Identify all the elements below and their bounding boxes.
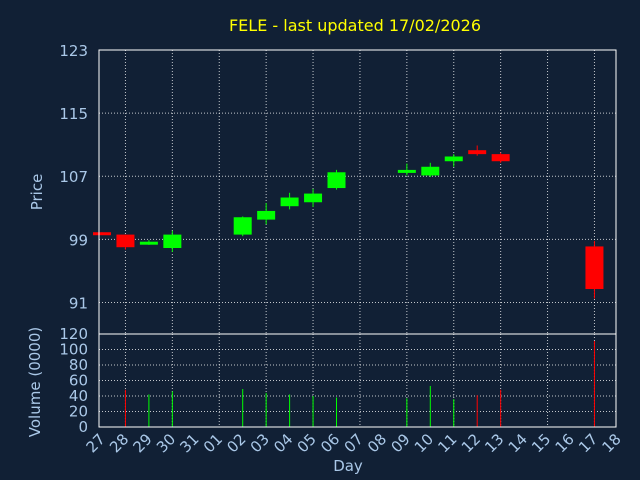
volume-y-tick-label: 80: [69, 356, 88, 374]
volume-bars: [124, 340, 595, 427]
candle-body: [444, 156, 463, 162]
volume-y-tick-label: 60: [69, 372, 88, 390]
price-y-tick-label: 107: [59, 168, 88, 186]
price-y-tick-label: 91: [69, 294, 88, 312]
candle-body: [397, 169, 416, 173]
price-y-tick-label: 115: [59, 105, 88, 123]
candle-body: [257, 210, 276, 220]
candle-body: [304, 193, 323, 203]
candle-body: [585, 246, 604, 290]
price-y-ticks: 123 115 107 99 91: [59, 42, 88, 312]
candle-body: [280, 197, 299, 207]
volume-y-axis-label: Volume (0000): [26, 327, 44, 437]
volume-y-tick-label: 40: [69, 387, 88, 405]
price-candles: [93, 145, 604, 299]
candle-body: [491, 154, 510, 162]
candle-body: [163, 234, 182, 249]
volume-y-tick-label: 20: [69, 403, 88, 421]
volume-plot-frame: [98, 333, 617, 428]
candle-body: [93, 232, 111, 236]
price-y-tick-label: 123: [59, 42, 88, 60]
candle-body: [139, 241, 158, 245]
volume-y-tick-label: 100: [59, 341, 88, 359]
volume-y-tick-label: 120: [59, 325, 88, 343]
candle-body: [327, 172, 346, 189]
price-y-tick-label: 99: [69, 231, 88, 249]
x-axis-tick-labels: 2728293031010203040506070809101112131415…: [83, 430, 625, 456]
x-axis-label: Day: [333, 457, 363, 475]
candle-body: [233, 217, 252, 235]
candle-body: [421, 166, 440, 176]
candle-body: [468, 150, 487, 155]
volume-y-tick-label: 0: [78, 418, 88, 436]
price-y-axis-label: Price: [28, 174, 46, 211]
chart-title: FELE - last updated 17/02/2026: [229, 16, 481, 35]
price-panel: 123 115 107 99 91 Price: [28, 42, 617, 335]
candle-body: [116, 234, 135, 248]
